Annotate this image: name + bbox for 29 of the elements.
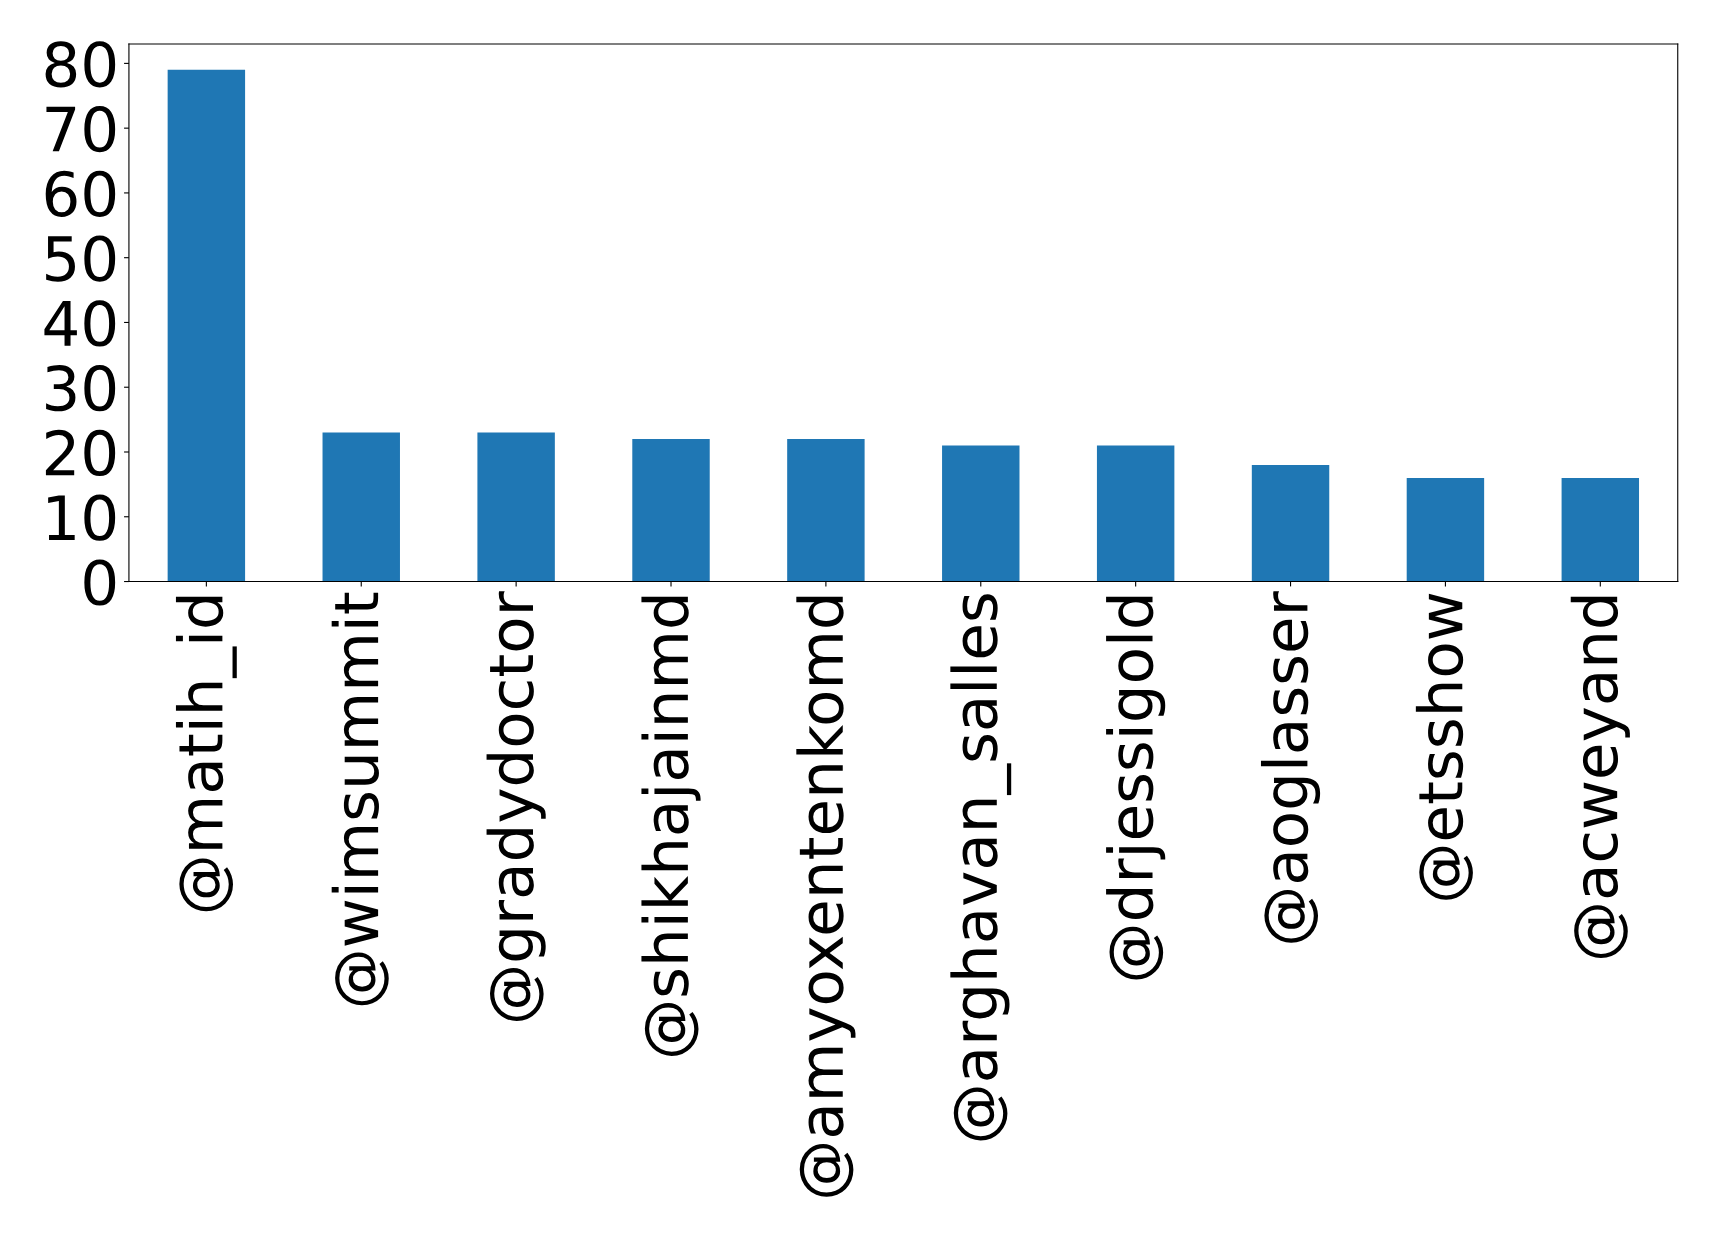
bar xyxy=(167,69,246,582)
x-tick-label: @matih_id xyxy=(175,596,237,912)
bar xyxy=(942,445,1020,582)
y-tick-label: 10 xyxy=(48,494,116,541)
bar xyxy=(477,432,555,582)
y-tick-label: 50 xyxy=(46,235,116,282)
bar xyxy=(1096,445,1175,582)
y-tick-label: 80 xyxy=(45,41,116,88)
bar xyxy=(1251,464,1330,582)
x-tick-label: @wimsummit xyxy=(331,592,389,1006)
x-tick-label: @arghavan_salles xyxy=(950,594,1012,1141)
y-tick-label: 60 xyxy=(45,170,116,218)
bar xyxy=(322,432,400,582)
x-tick-label: @drjessigold xyxy=(1106,596,1166,980)
x-tick-label: @aoglasser xyxy=(1260,591,1321,943)
x-tick-label: @shikhajainmd xyxy=(641,596,701,1056)
bar xyxy=(632,439,710,582)
bar xyxy=(1561,477,1640,582)
bar xyxy=(787,439,865,582)
y-tick-label: 20 xyxy=(45,429,116,477)
x-tick-label: @amyoxentenkomd xyxy=(796,596,856,1197)
x-tick-label: @acweyand xyxy=(1570,596,1630,959)
x-tick-label: @gradydoctor xyxy=(486,591,546,1021)
y-tick-label: 40 xyxy=(44,300,116,347)
y-tick-label: 30 xyxy=(46,365,116,412)
y-tick-label: 0 xyxy=(84,559,116,606)
x-tick-label: @etsshow xyxy=(1415,593,1473,900)
bar xyxy=(1406,477,1485,582)
y-tick-label: 70 xyxy=(46,106,116,153)
